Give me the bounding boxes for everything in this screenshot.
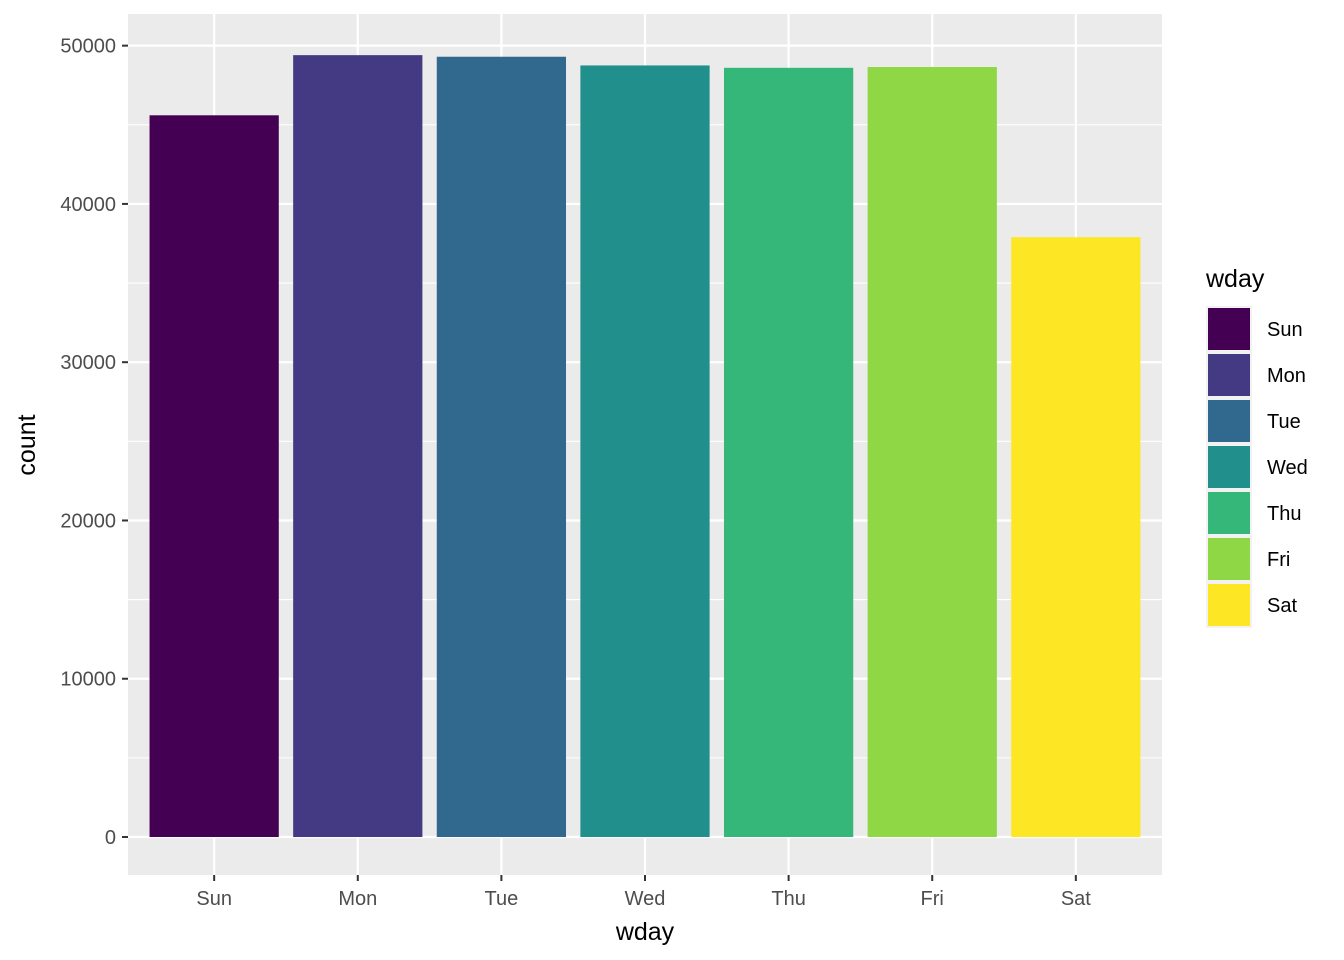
legend-label-mon: Mon [1267, 365, 1306, 387]
x-tick-label: Sun [196, 888, 232, 910]
legend-key-thu [1208, 492, 1250, 534]
legend-label-wed: Wed [1267, 457, 1308, 479]
x-tick-label: Sat [1061, 888, 1091, 910]
y-tick-label: 10000 [60, 669, 116, 691]
bar-fri [867, 67, 997, 838]
y-tick-label: 30000 [60, 352, 116, 374]
bar-sun [149, 115, 279, 838]
x-tick-label: Fri [921, 888, 944, 910]
legend-key-sun [1208, 308, 1250, 350]
bars [149, 55, 1141, 838]
bar-tue [436, 56, 567, 838]
legend-key-fri [1208, 538, 1250, 580]
legend-label-fri: Fri [1267, 549, 1290, 571]
y-tick-label: 40000 [60, 194, 116, 216]
x-axis-title: wday [615, 918, 675, 946]
x-tick-label: Mon [338, 888, 377, 910]
x-tick-label: Thu [771, 888, 805, 910]
legend: wday Sun Mon Tue Wed Thu Fri Sat [1205, 265, 1308, 628]
legend-key-wed [1208, 446, 1250, 488]
legend-label-thu: Thu [1267, 503, 1301, 525]
legend-label-sun: Sun [1267, 319, 1303, 341]
legend-key-sat [1208, 584, 1250, 626]
y-tick-label: 0 [105, 827, 116, 849]
bar-wed [580, 65, 710, 838]
bar-mon [293, 55, 423, 838]
legend-key-tue [1208, 400, 1250, 442]
y-axis: 0 10000 20000 30000 40000 50000 [60, 36, 128, 849]
x-tick-label: Wed [625, 888, 666, 910]
bar-thu [723, 67, 854, 838]
y-tick-label: 50000 [60, 36, 116, 58]
legend-label-tue: Tue [1267, 411, 1301, 433]
x-tick-label: Tue [485, 888, 519, 910]
y-axis-title: count [13, 414, 41, 475]
legend-title: wday [1205, 265, 1265, 293]
bar-sat [1011, 237, 1141, 838]
legend-key-mon [1208, 354, 1250, 396]
y-tick-label: 20000 [60, 510, 116, 532]
legend-label-sat: Sat [1267, 595, 1297, 617]
x-axis: Sun Mon Tue Wed Thu Fri Sat [196, 875, 1091, 910]
